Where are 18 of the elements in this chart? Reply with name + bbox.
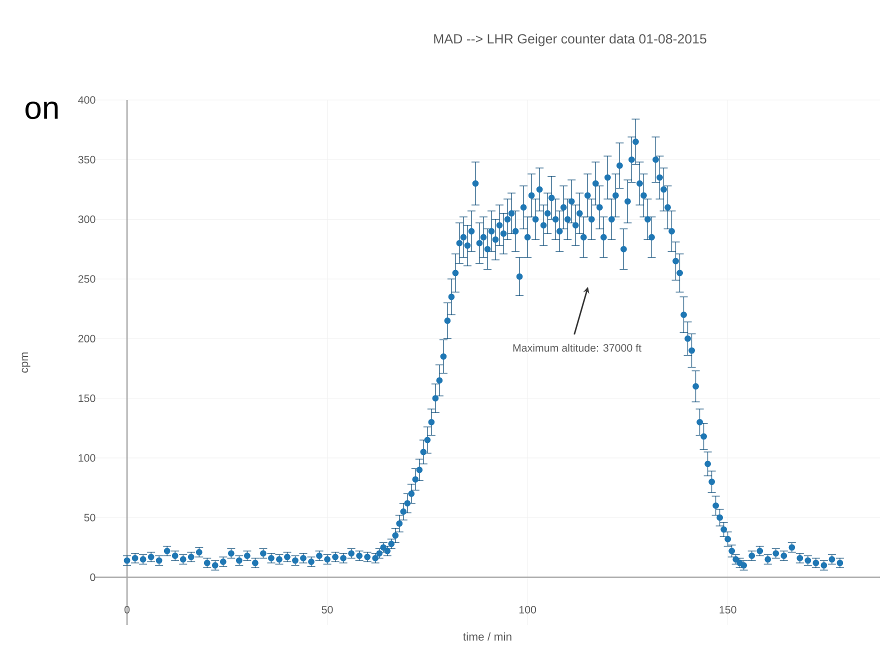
chart-title: MAD --> LHR Geiger counter data 01-08-2015: [434, 34, 706, 46]
y-tick-label: 150: [78, 394, 96, 402]
y-axis-title: cpm: [22, 352, 30, 373]
x-axis-title: time / min: [463, 632, 512, 641]
annotation: Maximum altitude: 37000 ft: [513, 344, 642, 352]
x-tick-label: 100: [519, 606, 536, 614]
y-tick-label: 400: [78, 96, 96, 104]
x-tick-label: 0: [124, 606, 130, 614]
y-tick-label: 350: [78, 156, 96, 164]
y-tick-label: 300: [78, 216, 96, 224]
x-tick-label: 150: [720, 606, 736, 614]
y-tick-label: 0: [90, 573, 96, 582]
y-tick-label: 100: [78, 454, 96, 462]
text: on: [25, 102, 58, 120]
y-tick-label: 200: [78, 334, 96, 342]
y-tick-label: 250: [78, 275, 96, 283]
y-tick-label: 50: [84, 514, 96, 522]
x-tick-label: 50: [322, 606, 333, 614]
